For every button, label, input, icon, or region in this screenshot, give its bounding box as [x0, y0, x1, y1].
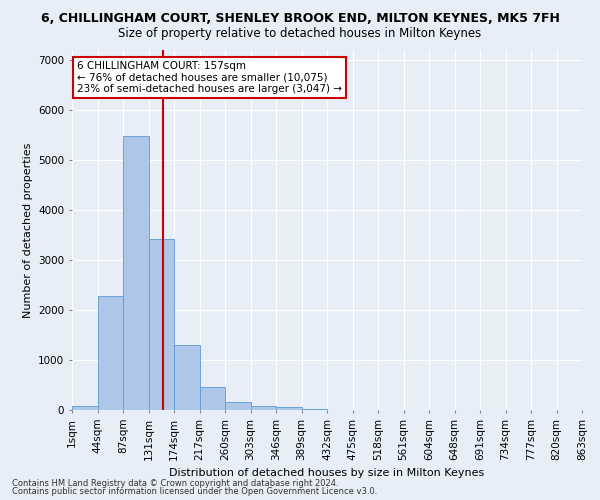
Bar — [149, 238, 174, 410]
Bar — [72, 406, 97, 410]
Bar — [225, 402, 251, 410]
Bar — [302, 408, 327, 410]
Bar — [123, 136, 149, 410]
Bar — [174, 344, 199, 410]
Bar — [251, 406, 276, 410]
Text: 6 CHILLINGHAM COURT: 157sqm
← 76% of detached houses are smaller (10,075)
23% of: 6 CHILLINGHAM COURT: 157sqm ← 76% of det… — [77, 61, 342, 94]
Text: Contains public sector information licensed under the Open Government Licence v3: Contains public sector information licen… — [12, 487, 377, 496]
Text: Size of property relative to detached houses in Milton Keynes: Size of property relative to detached ho… — [118, 28, 482, 40]
Y-axis label: Number of detached properties: Number of detached properties — [23, 142, 32, 318]
X-axis label: Distribution of detached houses by size in Milton Keynes: Distribution of detached houses by size … — [169, 468, 485, 478]
Text: 6, CHILLINGHAM COURT, SHENLEY BROOK END, MILTON KEYNES, MK5 7FH: 6, CHILLINGHAM COURT, SHENLEY BROOK END,… — [41, 12, 559, 26]
Bar — [276, 407, 302, 410]
Bar — [97, 296, 123, 410]
Bar — [199, 387, 225, 410]
Text: Contains HM Land Registry data © Crown copyright and database right 2024.: Contains HM Land Registry data © Crown c… — [12, 478, 338, 488]
